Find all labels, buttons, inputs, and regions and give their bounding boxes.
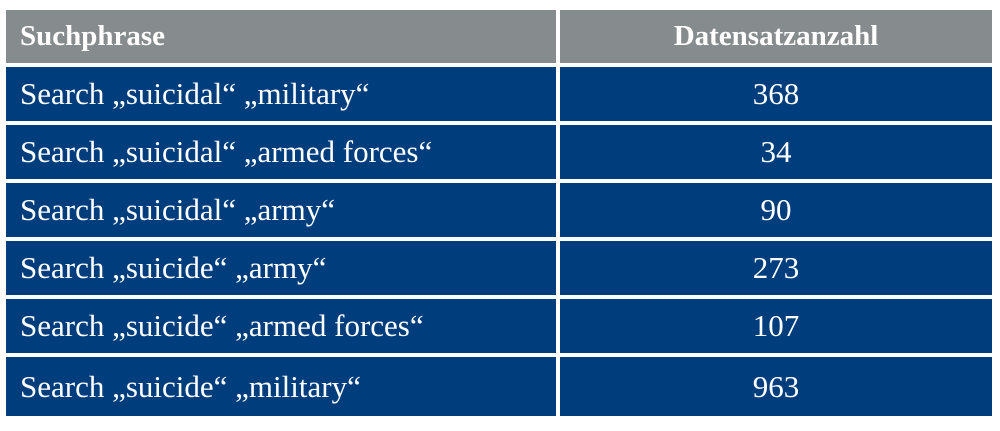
table-row: Search „suicidal“ „armed forces“ 34 [6, 125, 992, 179]
phrase-cell: Search „suicide“ „armed forces“ [6, 299, 556, 353]
count-cell: 963 [560, 357, 992, 416]
phrase-cell: Search „suicidal“ „armed forces“ [6, 125, 556, 179]
table-row: Search „suicidal“ „military“ 368 [6, 67, 992, 121]
phrase-cell: Search „suicide“ „army“ [6, 241, 556, 295]
count-cell: 107 [560, 299, 992, 353]
header-datensatzanzahl: Datensatzanzahl [560, 10, 992, 63]
count-cell: 34 [560, 125, 992, 179]
phrase-cell: Search „suicidal“ „military“ [6, 67, 556, 121]
count-cell: 368 [560, 67, 992, 121]
table-row: Search „suicide“ „military“ 963 [6, 357, 992, 416]
table-row: Search „suicide“ „army“ 273 [6, 241, 992, 295]
search-results-table: Suchphrase Datensatzanzahl Search „suici… [6, 6, 992, 420]
table-row: Search „suicide“ „armed forces“ 107 [6, 299, 992, 353]
count-cell: 273 [560, 241, 992, 295]
phrase-cell: Search „suicidal“ „army“ [6, 183, 556, 237]
header-suchphrase: Suchphrase [6, 10, 556, 63]
table-row: Search „suicidal“ „army“ 90 [6, 183, 992, 237]
phrase-cell: Search „suicide“ „military“ [6, 357, 556, 416]
table-header-row: Suchphrase Datensatzanzahl [6, 10, 992, 63]
count-cell: 90 [560, 183, 992, 237]
